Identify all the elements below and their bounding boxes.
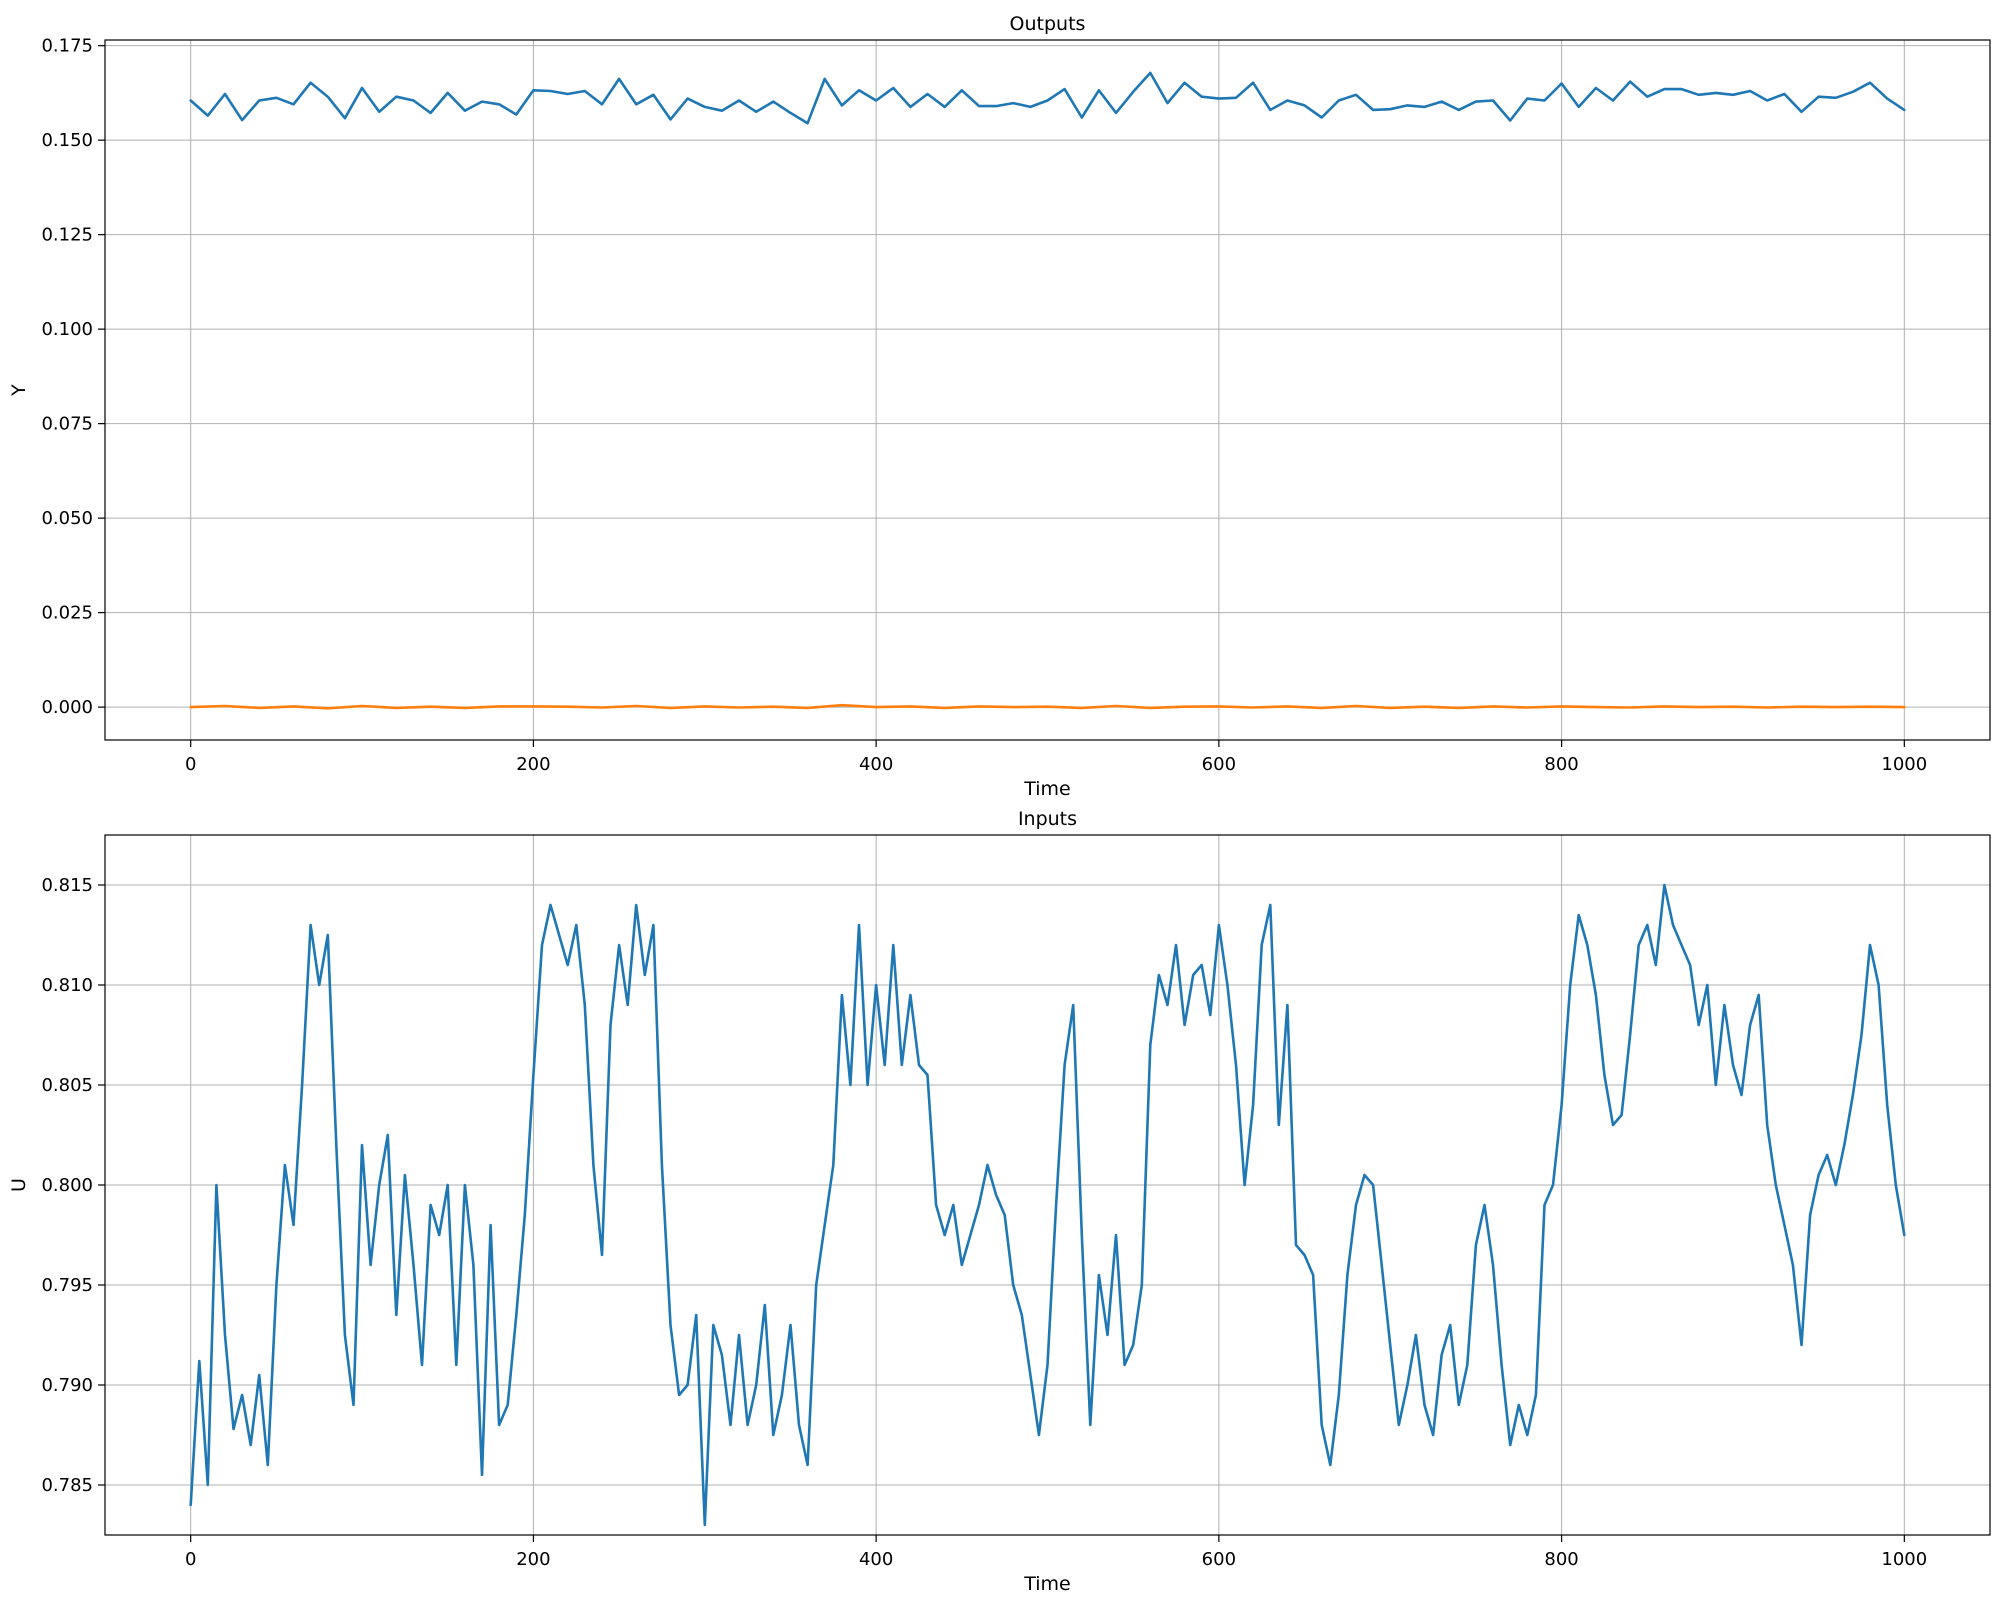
outputs-ticks: 0 200 400 600 800 1000 0.000 0.025 0.050 0.075 0.1… <box>41 36 1927 775</box>
inputs-y-tick-label: 0.785 <box>41 1475 93 1496</box>
outputs-x-axis-label: Time <box>1023 778 1071 800</box>
inputs-y-tick-label: 0.790 <box>41 1375 93 1396</box>
outputs-y-tick-label: 0.025 <box>41 603 93 624</box>
outputs-x-tick-label: 800 <box>1544 754 1578 775</box>
outputs-y-tick-label: 0.125 <box>41 225 93 246</box>
inputs-x-tick-label: 1000 <box>1881 1549 1927 1570</box>
outputs-y-tick-label: 0.100 <box>41 319 93 340</box>
outputs-series-line-1 <box>189 71 1906 125</box>
inputs-ticks: 0 200 400 600 800 1000 0.785 0.790 0.795 0.800 0.8… <box>41 875 1927 1570</box>
inputs-x-axis-label: Time <box>1023 1573 1071 1595</box>
outputs-y-tick-label: 0.175 <box>41 36 93 57</box>
inputs-series <box>189 883 1906 1527</box>
inputs-title: Inputs <box>1018 808 1077 830</box>
inputs-grid <box>105 835 1990 1535</box>
inputs-y-tick-label: 0.795 <box>41 1275 93 1296</box>
inputs-panel: 0 200 400 600 800 1000 0.785 0.790 0.795 0.800 0.8… <box>8 808 1991 1595</box>
outputs-panel: 0 200 400 600 800 1000 0.000 0.025 0.050 0.075 0.1… <box>8 13 1991 800</box>
outputs-x-tick-label: 600 <box>1202 754 1236 775</box>
inputs-x-tick-label: 600 <box>1202 1549 1236 1570</box>
outputs-title: Outputs <box>1010 13 1086 35</box>
inputs-y-tick-label: 0.815 <box>41 875 93 896</box>
outputs-x-tick-label: 0 <box>185 754 196 775</box>
inputs-series-line-1 <box>189 883 1906 1527</box>
outputs-y-tick-label: 0.075 <box>41 414 93 435</box>
outputs-x-tick-label: 1000 <box>1881 754 1927 775</box>
outputs-grid <box>105 40 1990 740</box>
outputs-x-tick-label: 200 <box>516 754 550 775</box>
inputs-y-tick-label: 0.805 <box>41 1075 93 1096</box>
inputs-x-tick-label: 400 <box>859 1549 893 1570</box>
outputs-x-tick-label: 400 <box>859 754 893 775</box>
outputs-y-tick-label: 0.050 <box>41 508 93 529</box>
outputs-axes-frame <box>104 39 1991 741</box>
outputs-y-tick-label: 0.150 <box>41 130 93 151</box>
outputs-series-line-2 <box>189 703 1906 710</box>
outputs-series <box>189 71 1906 710</box>
inputs-y-tick-label: 0.810 <box>41 975 93 996</box>
inputs-x-tick-label: 800 <box>1544 1549 1578 1570</box>
inputs-x-tick-label: 200 <box>516 1549 550 1570</box>
outputs-y-tick-label: 0.000 <box>41 697 93 718</box>
inputs-y-axis-label: U <box>8 1178 30 1192</box>
outputs-y-axis-label: Y <box>8 384 30 397</box>
inputs-y-tick-label: 0.800 <box>41 1175 93 1196</box>
inputs-x-tick-label: 0 <box>185 1549 196 1570</box>
